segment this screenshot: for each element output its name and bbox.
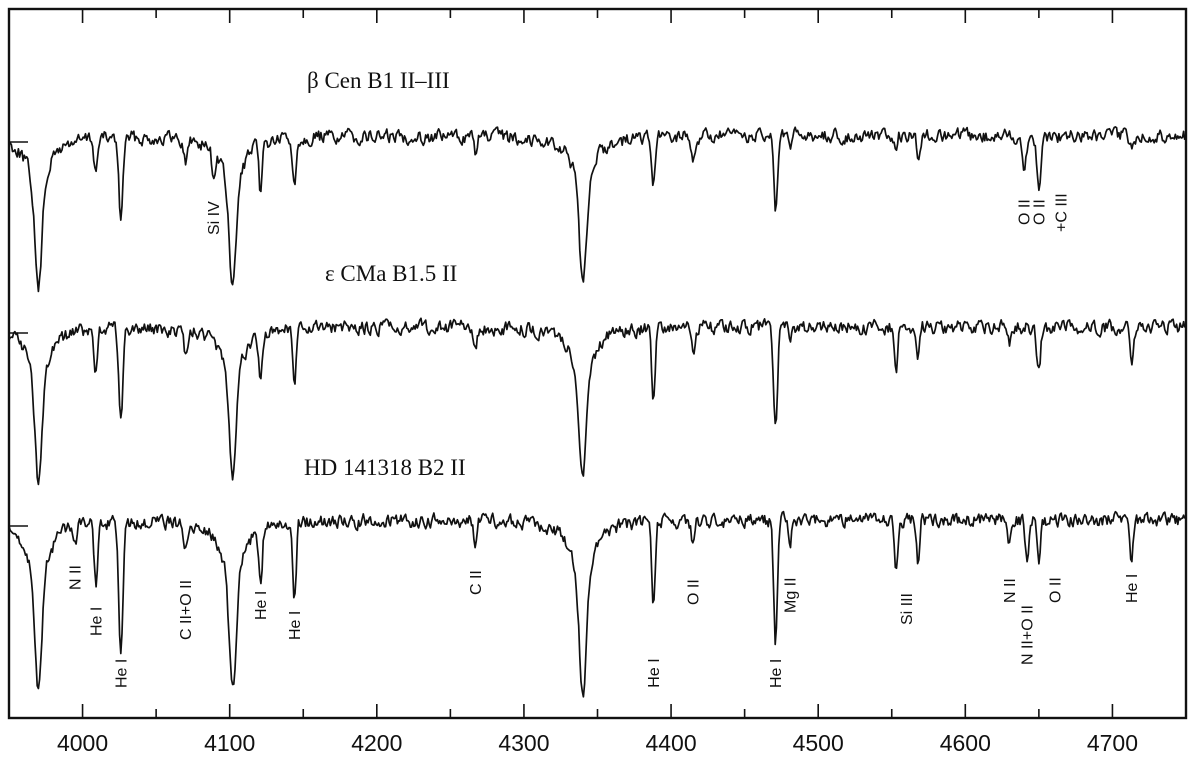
x-tick-label: 4300: [498, 730, 549, 756]
line-id-label: O II: [686, 579, 703, 605]
x-axis: 4000 4100 4200 4300 4400 4500 4600 4700: [8, 9, 1187, 756]
line-id-label: C II+O II: [178, 580, 195, 640]
star-label: ε CMa B1.5 II: [325, 261, 457, 286]
line-id-label: He I: [287, 611, 304, 640]
x-tick-label: 4500: [793, 730, 844, 756]
line-id-label: He I: [113, 659, 130, 688]
spectrum-line: [8, 126, 1186, 293]
line-id-label: O II: [1048, 577, 1065, 603]
line-id-label: Si IV: [206, 201, 223, 235]
spectrum-line: [8, 317, 1186, 486]
line-id-label: N II: [1002, 578, 1019, 603]
line-id-label: N II+O II: [1020, 605, 1037, 665]
x-tick-label: 4700: [1087, 730, 1138, 756]
line-id-label: +C III: [1053, 193, 1070, 232]
line-id-label: O II: [1017, 199, 1034, 225]
line-id-label: He I: [646, 658, 663, 687]
spectrum-line: [8, 510, 1186, 698]
line-id-label: Si III: [899, 593, 916, 625]
line-id-label: He I: [1124, 574, 1141, 603]
line-id-label: He I: [253, 591, 270, 620]
line-id-label: O II: [1031, 199, 1048, 225]
line-id-label: C II: [468, 570, 485, 595]
star-label: β Cen B1 II–III: [307, 68, 450, 93]
x-tick-label: 4000: [57, 730, 108, 756]
x-tick-label: 4200: [351, 730, 402, 756]
star-label: HD 141318 B2 II: [304, 455, 466, 480]
x-tick-label: 4400: [645, 730, 696, 756]
line-id-label: He I: [768, 659, 785, 688]
line-id-label: He I: [88, 607, 105, 636]
x-tick-label: 4100: [204, 730, 255, 756]
x-tick-label: 4600: [940, 730, 991, 756]
spectra: β Cen B1 II–III ε CMa B1.5 II HD 141318 B2…: [8, 68, 1186, 698]
line-id-label: N II: [68, 565, 85, 590]
line-id-label: Mg II: [783, 577, 800, 613]
